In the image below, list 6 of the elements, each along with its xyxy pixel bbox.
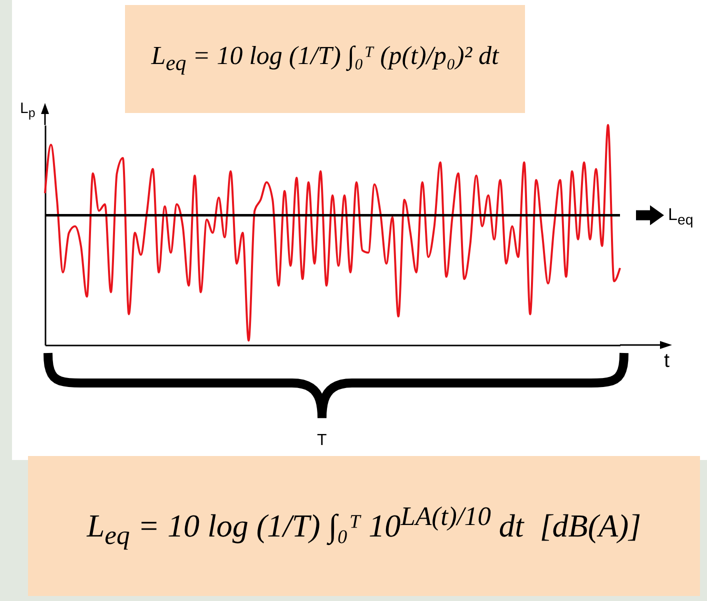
- x-axis-title: t: [664, 350, 670, 373]
- text: L$_{eq}$ = 10 log (1/T) ∫₀ᵀ (p(t)/p₀)² dt: [151, 41, 499, 77]
- text: T: [317, 432, 327, 450]
- ref-line-label: L$_{eq}$: [668, 205, 694, 229]
- y-axis-title: L$_{p}$: [20, 100, 36, 120]
- text: L$_{eq}$ = 10 log (1/T) ∫₀ᵀ 10$^{LA(t)/10}$ dt [dB(A)]: [86, 500, 642, 552]
